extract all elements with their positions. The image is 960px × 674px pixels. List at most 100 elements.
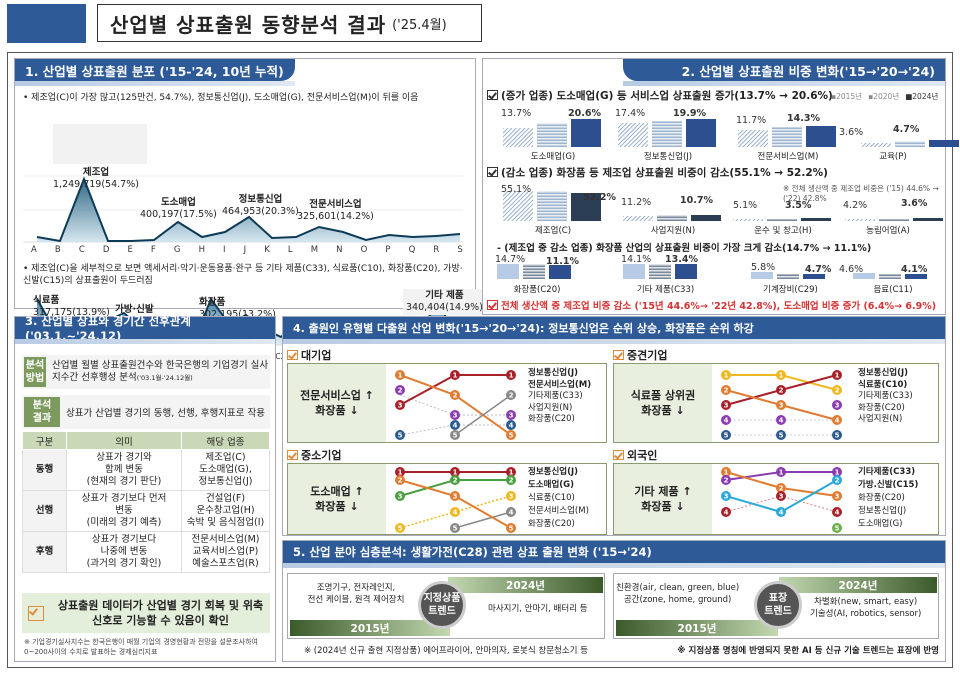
svg-text:2: 2 [398, 387, 403, 395]
val: 14.1% [621, 254, 652, 265]
section3-panel: 3. 산업별 상표와 경기간 선후관계 ('03.1.~'24.12) 분석 방… [14, 314, 276, 662]
rank-summary: 기타 제품 ↑ 화장품 ↓ [614, 464, 712, 534]
checkbox-icon [487, 300, 498, 310]
checkbox-icon [487, 167, 498, 177]
bar-label: 제조업(C) [534, 226, 572, 236]
svg-text:4: 4 [835, 509, 840, 517]
section5-title: 5. 산업 분야 심층분석: 생활가전(C28) 관련 상표 출원 변화 ('1… [283, 541, 945, 568]
svg-text:4: 4 [453, 422, 458, 430]
trend-2015-text: 조명기구, 전자레인지, 전선 케이블, 원격 제어장치 [307, 583, 405, 605]
bar-label: 농림어업(A) [866, 226, 910, 236]
rank-names: 정보통신업(J) 도소매업(G) 식료품(C10) 전문서비스업(M) 화장품(C20) [528, 467, 589, 529]
svg-text:5: 5 [835, 432, 840, 440]
checkbox-icon [613, 350, 624, 360]
bar-group-n [623, 209, 721, 221]
peak-label-j: 정보통신업 464,953(20.3%) [222, 194, 299, 217]
svg-text:1: 1 [398, 469, 403, 477]
bar-group-c33 [623, 262, 697, 279]
bar-label: 사업지원(N) [650, 226, 696, 236]
bar-label: 화장품(C20) [513, 285, 561, 295]
val: 11.2% [621, 197, 652, 208]
val: 14.3% [787, 113, 820, 124]
val: 4.2% [843, 200, 868, 211]
svg-text:1: 1 [835, 469, 840, 477]
bar-label: 음료(C11) [873, 285, 913, 295]
val: 5.1% [733, 200, 758, 211]
svg-text:1: 1 [453, 372, 458, 380]
svg-text:4: 4 [453, 509, 458, 517]
section2-footer: 전체 생산액 중 제조업 비중 감소 ('15년 44.6%→ '22년 42.… [487, 298, 936, 312]
conclusion-box: 상표출원 데이터가 산업별 경기 회복 및 위축 신호로 기능할 수 있음이 확… [22, 593, 270, 633]
designated-goods-trend: 2024년 2015년 조명기구, 전자레인지, 전선 케이블, 원격 제어장치 … [287, 573, 605, 639]
trend-2024-text: 마사지기, 안마기, 배터리 등 [488, 604, 588, 614]
page-subtitle: ('25.4월) [392, 17, 447, 33]
val: 13.7% [501, 108, 532, 119]
title-decoration [7, 4, 86, 43]
mark-badge: 표장 트렌드 [754, 581, 802, 629]
val: 4.7% [893, 124, 920, 135]
svg-text:5: 5 [835, 525, 840, 533]
val: 4.6% [839, 264, 864, 275]
val: 52.2% [583, 192, 616, 203]
svg-text:2: 2 [509, 477, 514, 485]
svg-text:3: 3 [398, 493, 403, 501]
svg-text:2: 2 [835, 387, 840, 395]
bar-group-h [733, 214, 831, 221]
svg-text:4: 4 [509, 422, 514, 430]
method-row: 분석 방법 산업별 월별 상표출원건수와 한국은행의 기업경기 실사지수간 선후… [22, 355, 270, 389]
svg-text:2: 2 [398, 477, 403, 485]
bar-group-m [738, 124, 836, 147]
method-text: 산업별 월별 상표출원건수와 한국은행의 기업경기 실사지수간 선후행성 분석(… [51, 360, 269, 383]
peak-label-g: 도소매업 400,197(17.5%) [140, 197, 217, 220]
bar-label: 교육(P) [879, 152, 907, 162]
svg-text:1: 1 [509, 469, 514, 477]
svg-text:2: 2 [724, 477, 729, 485]
bar-group-c [503, 189, 601, 221]
bar-label: 기타 제품(C33) [636, 285, 695, 295]
industry-distribution-chart [23, 124, 463, 243]
peak-label-c10: 식료품 317,175(13.9%) [33, 295, 110, 318]
svg-text:5: 5 [779, 432, 784, 440]
svg-text:3: 3 [835, 493, 840, 501]
bar-group-c11 [853, 272, 927, 279]
val: 11.1% [546, 256, 579, 267]
svg-text:1: 1 [509, 372, 514, 380]
rank-names: 기타제품(C33) 가방.신발(C15) 화장품(C20) 정보통신업(J) 도소매업(… [858, 467, 919, 529]
designated-goods-note: ※ (2024년 신규 출현 지정상품) 에어프라이어, 안마의자, 로봇식 창… [303, 646, 589, 656]
foreign-heading: 외국인 [613, 447, 657, 463]
svg-text:4: 4 [779, 509, 784, 517]
trend-2024-text: 차별화(new, smart, easy) 기술성(AI, robotics, s… [810, 597, 922, 619]
rank-chart-sme: 도소매업 ↑ 화장품 ↓ 1 2 3 5 1 2 3 4 5 1 2 3 4 5 [287, 463, 607, 535]
svg-text:5: 5 [398, 525, 403, 533]
val: 55.1% [501, 184, 532, 195]
decrease-note: ※ 전체 생산액 중 제조업 비중은 ('15) 44.6% → ('22) 4… [783, 184, 939, 203]
table-row: 후행 상표가 경기보다 나중에 변동 (과거의 경기 확인) 전문서비스업(M) 교육서비… [22, 531, 270, 573]
mfg-heading: - (제조업 중 감소 업종) 화장품 산업의 상표출원 비중이 가장 크게 감… [497, 243, 872, 254]
svg-text:2: 2 [779, 485, 784, 493]
svg-text:3: 3 [509, 493, 514, 501]
designated-goods-badge: 지정상품 트렌드 [418, 581, 466, 629]
svg-text:5: 5 [724, 432, 729, 440]
checkbox-icon [287, 450, 298, 460]
val: 3.6% [901, 198, 928, 209]
section3-title: 3. 산업별 상표와 경기간 선후관계 ('03.1.~'24.12) [15, 314, 275, 344]
trend-2015-text: 친환경(air, clean, green, blue) 공간(zone, hom… [616, 583, 740, 605]
section4-panel: 4. 출원인 유형별 다출원 산업 변화('15→'20→'24): 정보통신업… [282, 316, 946, 536]
svg-text:1: 1 [835, 372, 840, 380]
content-frame [7, 52, 953, 668]
peak-label-c20: 화장품 302,195(13.2%) [199, 297, 276, 320]
table-row: 동행 상표가 경기와 함께 변동 (현재의 경기 판단) 제조업(C) 도소매업(G), 정… [22, 449, 270, 491]
year-2024-bar: 2024년 [448, 577, 603, 593]
svg-text:5: 5 [453, 525, 458, 533]
section4-title: 4. 출원인 유형별 다출원 산업 변화('15→'20→'24): 정보통신업… [283, 317, 945, 344]
svg-text:3: 3 [453, 493, 458, 501]
svg-text:1: 1 [724, 372, 729, 380]
bar-group-a [845, 214, 943, 221]
rank-summary: 전문서비스업 ↑ 화장품 ↓ [288, 364, 386, 442]
section1-bullet2: • 제조업(C)을 세부적으로 보면 액세서리·악기·운동용품·완구 등 기타 … [23, 264, 463, 286]
svg-text:3: 3 [835, 402, 840, 410]
section5-panel: 5. 산업 분야 심층분석: 생활가전(C28) 관련 상표 출원 변화 ('1… [282, 540, 946, 662]
section1-bullet1: • 제조업(C)이 가장 많고(125만건, 54.7%), 정보통신업(J),… [23, 93, 419, 103]
rank-lines: 1 2 3 5 1 2 3 4 5 1 2 3 4 5 [395, 370, 516, 440]
large-corp-heading: 대기업 [287, 347, 331, 363]
